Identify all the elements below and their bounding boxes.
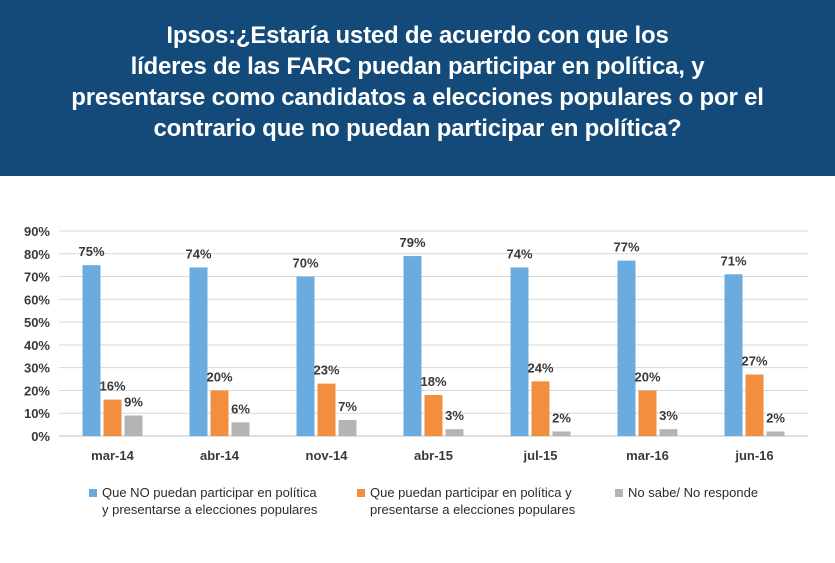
bar xyxy=(531,381,550,436)
title-line: líderes de las FARC puedan participar en… xyxy=(130,53,705,80)
y-tick-label: 80% xyxy=(24,247,50,262)
x-tick-label: jul-15 xyxy=(523,448,558,463)
data-label: 20% xyxy=(634,369,660,384)
y-tick-label: 30% xyxy=(24,361,50,376)
x-tick-label: mar-16 xyxy=(626,448,669,463)
legend-line: Que puedan participar en política y xyxy=(370,485,572,500)
data-label: 70% xyxy=(292,256,318,271)
x-tick-label: jun-16 xyxy=(734,448,773,463)
bar xyxy=(424,395,443,436)
bar xyxy=(189,267,208,436)
data-label: 18% xyxy=(420,374,446,389)
chart-legend: Que NO puedan participar en política y p… xyxy=(0,484,835,534)
y-tick-label: 10% xyxy=(24,406,50,421)
data-label: 7% xyxy=(338,399,357,414)
bar xyxy=(617,260,636,436)
bar xyxy=(659,429,678,436)
title-line: contrario que no puedan participar en po… xyxy=(153,115,682,142)
chart-title: Ipsos:¿Estaría usted de acuerdo con que … xyxy=(40,20,795,144)
data-label: 79% xyxy=(399,235,425,250)
legend-label: No sabe/ No responde xyxy=(628,484,758,501)
legend-line: y presentarse a elecciones populares xyxy=(102,502,318,517)
x-tick-label: mar-14 xyxy=(91,448,134,463)
legend-swatch xyxy=(357,489,365,497)
legend-line: No sabe/ No responde xyxy=(628,485,759,500)
data-label: 20% xyxy=(206,369,232,384)
title-line: Ipsos:¿Estaría usted de acuerdo con que … xyxy=(166,22,669,49)
y-tick-label: 50% xyxy=(24,315,50,330)
bar xyxy=(766,431,785,436)
bar xyxy=(317,383,336,436)
y-tick-label: 70% xyxy=(24,270,50,285)
bar xyxy=(445,429,464,436)
y-tick-label: 60% xyxy=(24,292,50,307)
legend-swatch xyxy=(615,489,623,497)
data-label: 24% xyxy=(527,360,553,375)
bar xyxy=(338,420,357,436)
data-label: 75% xyxy=(78,244,104,259)
title-banner: Ipsos:¿Estaría usted de acuerdo con que … xyxy=(0,0,835,176)
y-tick-label: 40% xyxy=(24,338,50,353)
x-tick-label: abr-14 xyxy=(200,448,240,463)
data-label: 9% xyxy=(124,395,143,410)
y-tick-label: 0% xyxy=(31,429,50,444)
bar xyxy=(82,265,101,436)
legend-label: Que NO puedan participar en política y p… xyxy=(102,484,317,518)
data-label: 74% xyxy=(506,246,532,261)
data-label: 6% xyxy=(231,401,250,416)
bar xyxy=(231,422,250,436)
title-line: presentarse como candidatos a elecciones… xyxy=(71,84,764,111)
y-tick-label: 20% xyxy=(24,383,50,398)
data-label: 77% xyxy=(613,240,639,255)
bar xyxy=(745,374,764,436)
data-label: 3% xyxy=(445,408,464,423)
data-label: 2% xyxy=(766,410,785,425)
bar xyxy=(403,256,422,436)
x-tick-label: abr-15 xyxy=(414,448,453,463)
bar xyxy=(124,415,143,436)
data-label: 71% xyxy=(720,253,746,268)
bar xyxy=(103,399,122,436)
data-label: 27% xyxy=(741,354,767,369)
y-tick-label: 90% xyxy=(24,224,50,239)
bar xyxy=(510,267,529,436)
data-label: 3% xyxy=(659,408,678,423)
legend-line: presentarse a elecciones populares xyxy=(370,502,576,517)
bar xyxy=(296,276,315,436)
data-label: 74% xyxy=(185,246,211,261)
x-tick-label: nov-14 xyxy=(306,448,349,463)
legend-label: Que puedan participar en política y pres… xyxy=(370,484,575,518)
legend-swatch xyxy=(89,489,97,497)
data-label: 23% xyxy=(313,363,339,378)
data-label: 2% xyxy=(552,410,571,425)
bar-chart: 0% 10% 20% 30% 40% 50% 60% 70% 80% 90% 75% 16%9% mar… xyxy=(24,224,808,463)
bar xyxy=(552,431,571,436)
bar xyxy=(210,390,229,436)
bar xyxy=(724,274,743,436)
bar xyxy=(638,390,657,436)
legend-line: Que NO puedan participar en política xyxy=(102,485,317,500)
data-label: 16% xyxy=(99,379,125,394)
